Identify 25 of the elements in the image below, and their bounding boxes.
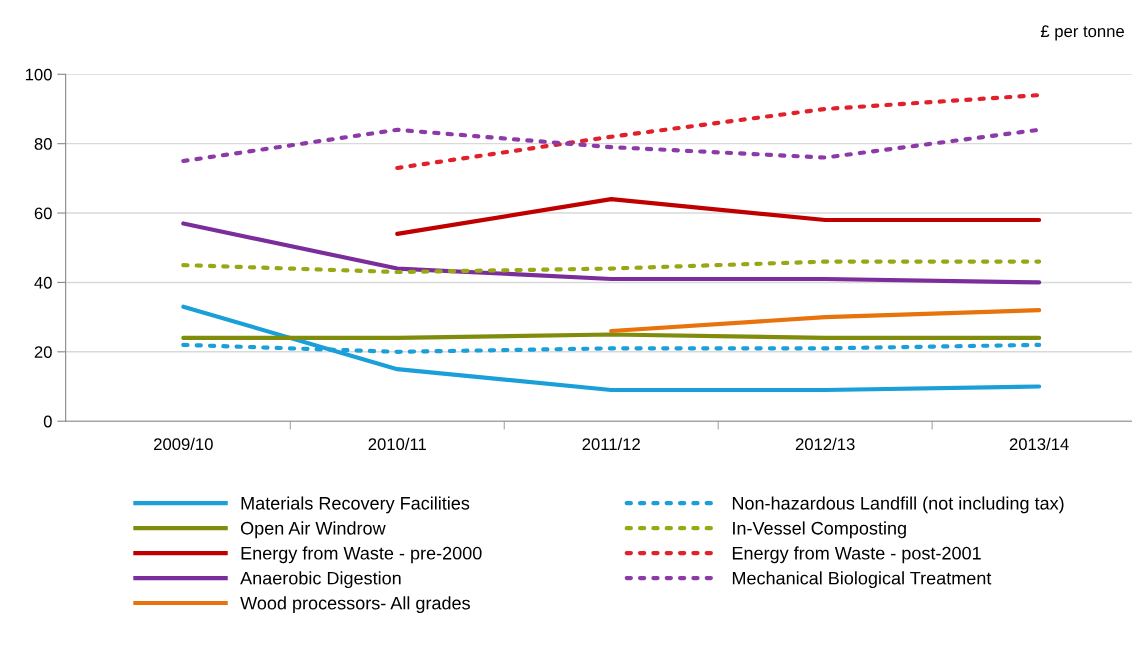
legend-label: Non-hazardous Landfill (not including tax): [732, 496, 1064, 514]
legend-label: Mechanical Biological Treatment: [732, 571, 992, 589]
x-tick-label: 2013/14: [1009, 437, 1069, 451]
line-series: [181, 304, 1042, 393]
y-tick-label: 0: [43, 415, 52, 428]
legend-label: Anaerobic Digestion: [240, 571, 401, 589]
line-series: [181, 259, 1042, 275]
x-tick-label: 2010/11: [368, 437, 426, 451]
y-tick-label: 20: [34, 346, 52, 359]
legend-label: Open Air Windrow: [240, 521, 386, 539]
y-tick-label: 60: [34, 207, 52, 220]
legend-label: Wood processors- All grades: [240, 596, 470, 614]
y-tick-label: 80: [34, 138, 52, 150]
y-tick-label: 40: [34, 276, 52, 289]
x-tick-label: 2009/10: [154, 437, 213, 451]
x-tick-label: 2011/12: [582, 437, 640, 451]
x-tick-label: 2012/13: [795, 437, 855, 451]
y-tick-label: 100: [25, 68, 52, 81]
legend-label: Materials Recovery Facilities: [241, 496, 470, 514]
line-series: [395, 93, 1042, 171]
line-series: [181, 221, 1042, 285]
y-axis-title: £ per tonne: [1040, 25, 1124, 41]
legend-label: Energy from Waste - post-2001: [732, 546, 981, 564]
legend-label: In-Vessel Composting: [733, 521, 906, 539]
legend-label: Energy from Waste - pre-2000: [241, 546, 482, 564]
